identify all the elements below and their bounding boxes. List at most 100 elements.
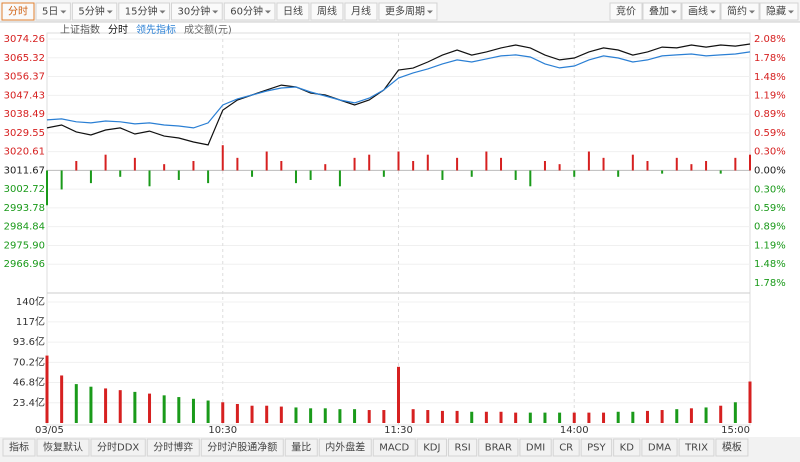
volume-bar <box>45 355 49 423</box>
diff-bar <box>705 161 708 171</box>
tab-box[interactable] <box>284 438 318 457</box>
tab[interactable]: 周线 <box>317 5 337 18</box>
tab[interactable]: BRAR <box>485 443 512 454</box>
tab-box[interactable] <box>223 2 276 21</box>
volume-bar <box>206 400 210 423</box>
y-tick-label: 3074.26 <box>4 34 45 45</box>
volume-bar <box>602 412 606 423</box>
tab[interactable]: KDJ <box>423 443 440 454</box>
tab-box[interactable] <box>372 438 416 457</box>
tab[interactable]: 日线 <box>283 5 303 18</box>
tab[interactable]: 量比 <box>291 442 311 454</box>
tab[interactable]: 恢复默认 <box>43 441 83 454</box>
diff-bar <box>353 157 356 171</box>
tab[interactable]: 月线 <box>351 5 371 18</box>
tab[interactable]: 30分钟 <box>177 5 210 18</box>
y2-tick-label: 1.78% <box>754 53 786 64</box>
tab-box[interactable] <box>759 2 799 21</box>
diff-bar <box>133 157 136 171</box>
volume-bar <box>191 398 195 423</box>
tab-box[interactable] <box>146 438 200 457</box>
tab-box[interactable] <box>613 438 641 457</box>
diff-bar <box>470 170 473 177</box>
diff-bar <box>397 151 400 171</box>
tab-box[interactable] <box>720 2 760 21</box>
tab-box[interactable] <box>447 438 478 457</box>
tab[interactable]: PSY <box>587 443 606 454</box>
y-tick-label: 2993.78 <box>4 203 45 214</box>
tab-box[interactable] <box>118 2 170 21</box>
volume-bar <box>279 406 283 423</box>
tab-box[interactable] <box>478 438 519 457</box>
tab-box[interactable] <box>378 2 438 21</box>
tab-box[interactable] <box>715 438 749 457</box>
tab-box[interactable] <box>416 438 447 457</box>
y-tick-label: 3047.43 <box>4 90 45 101</box>
diff-bar <box>207 170 210 184</box>
tab-box[interactable] <box>276 2 310 21</box>
tab[interactable]: 更多周期 <box>385 5 425 18</box>
tab[interactable]: CR <box>559 443 573 454</box>
diff-bar <box>177 170 180 180</box>
tab[interactable]: 模板 <box>722 441 742 454</box>
volume-bar <box>616 411 620 423</box>
y2-tick-label: 2.08% <box>754 34 786 45</box>
tab[interactable]: 5日 <box>42 7 58 18</box>
tab-box[interactable] <box>641 438 678 457</box>
y2-tick-label: 1.48% <box>754 259 786 270</box>
tab[interactable]: 隐藏 <box>766 6 786 18</box>
tab[interactable]: 分时博弈 <box>153 441 193 454</box>
tab-box[interactable] <box>170 2 223 21</box>
tab[interactable]: 叠加 <box>649 6 669 18</box>
tab[interactable]: 画线 <box>688 5 708 18</box>
tab-box[interactable] <box>200 438 284 457</box>
diff-bar <box>75 161 78 171</box>
tab-box[interactable] <box>609 2 643 21</box>
tab-box[interactable] <box>90 438 146 457</box>
tab[interactable]: KD <box>620 443 635 454</box>
tab[interactable]: MACD <box>379 443 409 454</box>
tab-box[interactable] <box>580 438 613 457</box>
volume-bar <box>367 410 371 423</box>
tab[interactable]: RSI <box>454 443 470 454</box>
tab-box[interactable] <box>71 2 118 21</box>
tab[interactable]: 分时沪股通净额 <box>207 441 277 454</box>
tab-box[interactable] <box>1 2 35 21</box>
diff-bar <box>192 161 195 171</box>
tab[interactable]: DMI <box>526 443 545 454</box>
tab-box[interactable] <box>344 2 378 21</box>
y-tick-label: 3038.49 <box>4 109 45 120</box>
diff-bar <box>661 170 664 174</box>
tab-box[interactable] <box>318 438 372 457</box>
tab[interactable]: 内外盘差 <box>325 441 365 454</box>
tab-box[interactable] <box>36 438 90 457</box>
tab-box[interactable] <box>310 2 344 21</box>
tab[interactable]: DMA <box>648 443 671 454</box>
tab-box[interactable] <box>2 438 36 457</box>
tab[interactable]: TRIX <box>684 443 708 454</box>
volume-bar <box>89 386 93 423</box>
tab-box[interactable] <box>642 2 682 21</box>
y2-tick-label: 1.78% <box>754 278 786 289</box>
y-tick-label: 3065.32 <box>4 53 45 64</box>
tab-box[interactable] <box>35 2 71 21</box>
tab[interactable]: 简约 <box>727 5 747 18</box>
tab[interactable]: 竞价 <box>616 5 636 18</box>
tab-box[interactable] <box>519 438 552 457</box>
tab-box[interactable] <box>552 438 580 457</box>
tab[interactable]: 分时 <box>8 6 28 18</box>
volume-bar <box>499 411 503 423</box>
tab-box[interactable] <box>678 438 715 457</box>
volume-tick-label: 117亿 <box>16 315 45 328</box>
tab[interactable]: 15分钟 <box>125 5 158 18</box>
volume-bar <box>104 388 108 423</box>
diff-bar <box>104 154 107 171</box>
dropdown-arrow <box>426 10 433 14</box>
tab[interactable]: 60分钟 <box>230 5 263 18</box>
tab[interactable]: 5分钟 <box>78 5 104 18</box>
tab[interactable]: 分时DDX <box>97 442 139 454</box>
tab[interactable]: 指标 <box>9 441 29 454</box>
tab-box[interactable] <box>681 2 721 21</box>
price-line <box>46 43 751 146</box>
diff-bar <box>265 151 268 171</box>
